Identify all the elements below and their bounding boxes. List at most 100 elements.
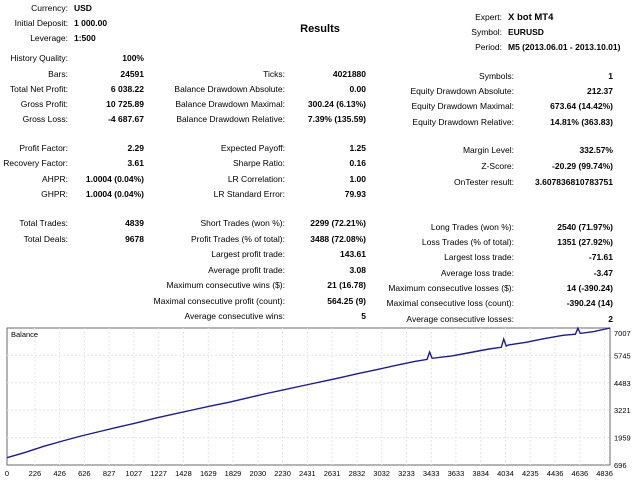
- y-tick-label: 5745: [614, 351, 631, 360]
- avg-loss-value: -3.47: [593, 268, 613, 278]
- lr-standard-error-value: 79.93: [344, 189, 366, 199]
- x-tick-label: 226: [29, 469, 42, 478]
- balance-dd-max-value: 300.24 (6.13%): [307, 99, 366, 109]
- balance-dd-rel-label: Balance Drawdown Relative:: [176, 114, 285, 124]
- period-value: M5 (2013.06.01 - 2013.10.01): [508, 42, 621, 52]
- largest-profit-value: 143.61: [340, 249, 366, 259]
- ticks-label: Ticks:: [263, 69, 285, 79]
- bars-value: 24591: [120, 69, 144, 79]
- balance-dd-rel-value: 7.39% (135.59): [307, 114, 366, 124]
- gross-profit-value: 10 725.89: [106, 99, 144, 109]
- x-tick-label: 4836: [596, 469, 613, 478]
- balance-chart: Balance 7007 5745 4483 3221 1959 696 0 226 426 6…: [5, 326, 631, 478]
- y-tick-label: 7007: [614, 329, 631, 338]
- x-axis: 0 226 426 626 827 1027 1227 1428 1629 1829 2030 223…: [5, 469, 613, 478]
- expected-payoff-label: Expected Payoff:: [220, 143, 285, 153]
- chart-title: Balance: [11, 330, 38, 339]
- profit-factor-label: Profit Factor:: [19, 143, 68, 153]
- x-tick-label: 2832: [349, 469, 366, 478]
- profit-factor-value: 2.29: [127, 143, 144, 153]
- ontester-result-label: OnTester result:: [454, 177, 514, 187]
- bars-label: Bars:: [48, 69, 68, 79]
- profit-trades-label: Profit Trades (% of total):: [190, 234, 285, 244]
- z-score-value: -20.29 (99.74%): [552, 161, 613, 171]
- currency-value: USD: [74, 3, 92, 13]
- balance-dd-abs-value: 0.00: [349, 84, 366, 94]
- ahpr-value: 1.0004 (0.04%): [85, 174, 144, 184]
- symbols-label: Symbols:: [479, 71, 514, 81]
- x-tick-label: 1428: [175, 469, 192, 478]
- x-tick-label: 4034: [497, 469, 514, 478]
- x-tick-label: 426: [53, 469, 66, 478]
- largest-profit-label: Largest profit trade:: [211, 249, 285, 259]
- x-tick-label: 3834: [472, 469, 489, 478]
- long-trades-value: 2540 (71.97%): [557, 222, 613, 232]
- total-trades-value: 4839: [125, 218, 144, 228]
- short-trades-value: 2299 (72.21%): [310, 218, 366, 228]
- margin-level-label: Margin Level:: [462, 145, 514, 155]
- avg-profit-label: Average profit trade:: [208, 265, 285, 275]
- x-tick-label: 3233: [398, 469, 415, 478]
- equity-dd-abs-value: 212.37: [587, 86, 613, 96]
- total-net-profit-value: 6 038.22: [110, 84, 144, 94]
- maximal-cons-loss-value: -390.24 (14): [566, 298, 613, 308]
- equity-dd-max-value: 673.64 (14.42%): [550, 101, 613, 111]
- chart-frame: [6, 327, 611, 466]
- page-title: Results: [300, 23, 340, 35]
- balance-dd-max-label: Balance Drawdown Maximal:: [175, 99, 285, 109]
- loss-trades-label: Loss Trades (% of total):: [421, 237, 514, 247]
- x-tick-label: 1629: [200, 469, 217, 478]
- period-label: Period:: [475, 42, 502, 52]
- recovery-factor-label: Recovery Factor:: [3, 158, 68, 168]
- x-tick-label: 1227: [150, 469, 167, 478]
- y-axis: 7007 5745 4483 3221 1959 696: [614, 329, 631, 470]
- currency-label: Currency:: [31, 3, 68, 13]
- y-tick-label: 4483: [614, 379, 631, 388]
- symbol-label: Symbol:: [471, 27, 502, 37]
- gross-profit-label: Gross Profit:: [20, 99, 68, 109]
- x-tick-label: 1829: [225, 469, 242, 478]
- total-deals-label: Total Deals:: [23, 234, 68, 244]
- equity-dd-rel-value: 14.81% (363.83): [550, 117, 613, 127]
- x-tick-label: 4636: [572, 469, 589, 478]
- expected-payoff-value: 1.25: [349, 143, 366, 153]
- maximal-cons-loss-label: Maximal consecutive loss (count):: [386, 298, 514, 308]
- lr-correlation-label: LR Correlation:: [227, 174, 285, 184]
- x-tick-label: 2030: [249, 469, 266, 478]
- initial-deposit-value: 1 000.00: [74, 18, 108, 28]
- ghpr-label: GHPR:: [41, 189, 68, 199]
- recovery-factor-value: 3.61: [127, 158, 144, 168]
- sharpe-ratio-label: Sharpe Ratio:: [233, 158, 285, 168]
- initial-deposit-label: Initial Deposit:: [14, 18, 68, 28]
- leverage-value: 1:500: [74, 33, 96, 43]
- profit-trades-value: 3488 (72.08%): [310, 234, 366, 244]
- equity-dd-rel-label: Equity Drawdown Relative:: [412, 117, 514, 127]
- max-cons-losses-value: 14 (-390.24): [566, 283, 613, 293]
- x-tick-label: 827: [103, 469, 116, 478]
- expert-value: X bot MT4: [508, 12, 554, 23]
- max-cons-wins-label: Maximum consecutive wins ($):: [166, 280, 285, 290]
- z-score-label: Z-Score:: [481, 161, 514, 171]
- lr-correlation-value: 1.00: [349, 174, 366, 184]
- largest-loss-label: Largest loss trade:: [444, 252, 514, 262]
- x-tick-label: 2230: [274, 469, 291, 478]
- x-tick-label: 4235: [522, 469, 539, 478]
- largest-loss-value: -71.61: [588, 252, 613, 262]
- y-tick-label: 1959: [614, 434, 631, 443]
- max-cons-wins-value: 21 (16.78): [327, 280, 366, 290]
- sharpe-ratio-value: 0.16: [349, 158, 366, 168]
- x-tick-label: 2431: [299, 469, 316, 478]
- ontester-result-value: 3.607836810783751: [535, 177, 613, 187]
- equity-dd-abs-label: Equity Drawdown Absolute:: [410, 86, 514, 96]
- short-trades-label: Short Trades (won %):: [200, 218, 285, 228]
- y-tick-label: 3221: [614, 406, 631, 415]
- ghpr-value: 1.0004 (0.04%): [85, 189, 144, 199]
- gross-loss-value: -4 687.67: [108, 114, 144, 124]
- total-deals-value: 9678: [125, 234, 144, 244]
- x-tick-label: 0: [5, 469, 9, 478]
- long-trades-label: Long Trades (won %):: [430, 222, 514, 232]
- max-cons-losses-label: Maximum consecutive losses ($):: [388, 283, 514, 293]
- x-tick-label: 1027: [126, 469, 143, 478]
- avg-profit-value: 3.08: [349, 265, 366, 275]
- symbol-value: EURUSD: [508, 27, 544, 37]
